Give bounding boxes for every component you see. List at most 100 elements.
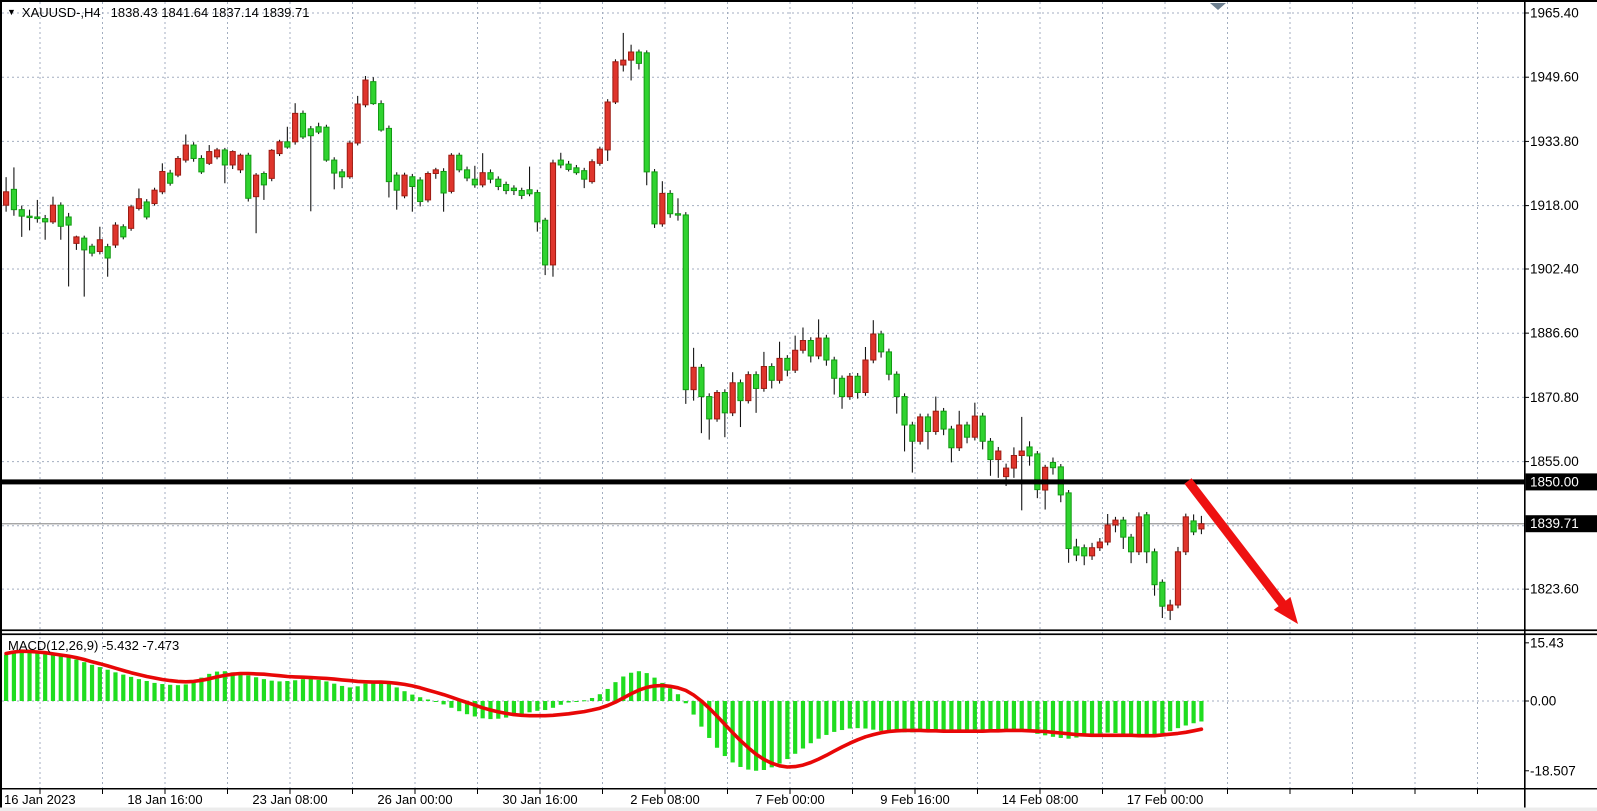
macd-axis-label[interactable]: 15.43 xyxy=(1530,635,1564,650)
macd-histogram-bar xyxy=(691,701,696,715)
candle-body xyxy=(440,170,447,194)
macd-histogram-bar xyxy=(808,701,813,744)
time-axis-label[interactable]: 7 Feb 00:00 xyxy=(755,792,824,807)
macd-histogram-bar xyxy=(847,701,852,729)
candle-body xyxy=(635,51,643,64)
candle-body xyxy=(284,141,291,148)
candle-body xyxy=(393,174,400,191)
time-axis-label[interactable]: 2 Feb 08:00 xyxy=(630,792,699,807)
candle-body xyxy=(1104,524,1111,543)
candle-body xyxy=(963,424,971,438)
macd-histogram-bar xyxy=(464,701,470,715)
macd-histogram-bar xyxy=(871,701,876,730)
candle-body xyxy=(651,171,658,225)
trend-arrow-shaft[interactable] xyxy=(1184,478,1290,611)
candle-body xyxy=(10,188,18,211)
macd-histogram-bar xyxy=(941,701,946,732)
macd-histogram-bar xyxy=(1089,701,1095,735)
axis-price-marker xyxy=(1525,515,1597,533)
candle-body xyxy=(846,375,853,398)
candle-body xyxy=(128,206,135,229)
candle-body xyxy=(682,214,689,391)
macd-histogram-bar xyxy=(308,678,313,701)
candle-body xyxy=(42,218,49,223)
candle-body xyxy=(237,154,244,171)
macd-histogram-bar xyxy=(988,701,993,731)
macd-histogram-bar xyxy=(402,691,407,701)
candle-body xyxy=(260,173,268,186)
price-axis-label[interactable]: 1902.40 xyxy=(1530,261,1579,276)
chart-shift-marker-icon[interactable] xyxy=(1210,3,1226,10)
price-axis-label[interactable]: 1855.00 xyxy=(1530,454,1579,469)
macd-params: MACD(12,26,9) xyxy=(8,638,99,653)
candle-body xyxy=(1182,516,1189,553)
macd-histogram-bar xyxy=(527,701,532,713)
price-axis-label[interactable]: 1933.80 xyxy=(1530,134,1579,149)
macd-histogram-bar xyxy=(1199,701,1204,722)
macd-histogram-bar xyxy=(1035,701,1040,734)
macd-histogram-bar xyxy=(1168,701,1173,732)
candle-body xyxy=(112,224,119,246)
candle-body xyxy=(479,172,486,186)
candle-body xyxy=(917,416,924,442)
price-axis-label[interactable]: 1886.60 xyxy=(1530,326,1579,341)
macd-histogram-bar xyxy=(511,701,517,717)
candle-body xyxy=(167,172,174,184)
candle-body xyxy=(143,201,150,218)
price-axis-label[interactable]: 1918.00 xyxy=(1530,198,1579,213)
time-axis-label[interactable]: 17 Feb 00:00 xyxy=(1127,792,1204,807)
time-axis-label[interactable]: 14 Feb 08:00 xyxy=(1002,792,1079,807)
macd-histogram-bar xyxy=(191,682,196,701)
candle-body xyxy=(729,382,736,414)
time-axis-label[interactable]: 9 Feb 16:00 xyxy=(880,792,949,807)
time-axis-label[interactable]: 18 Jan 16:00 xyxy=(127,792,202,807)
bottom-edge-strip xyxy=(0,807,1597,811)
candle-body xyxy=(870,333,877,361)
macd-histogram-bar xyxy=(1097,701,1102,734)
price-axis-label[interactable]: 1870.80 xyxy=(1530,390,1579,405)
macd-histogram-bar xyxy=(574,701,579,702)
macd-histogram-bar xyxy=(816,701,821,739)
time-axis-label[interactable]: 16 Jan 2023 xyxy=(4,792,76,807)
macd-histogram-bar xyxy=(4,654,9,701)
price-axis-label[interactable]: 1823.60 xyxy=(1530,582,1579,597)
candle-body xyxy=(362,79,369,106)
macd-histogram-bar xyxy=(629,672,634,701)
candle-body xyxy=(57,204,64,227)
price-axis-line[interactable] xyxy=(1524,0,1526,811)
candle-body xyxy=(190,144,197,159)
price-axis-label[interactable]: 1965.40 xyxy=(1530,6,1579,21)
trend-arrow-head-icon[interactable] xyxy=(1273,596,1298,624)
macd-histogram-bar xyxy=(89,664,95,701)
macd-axis-label[interactable]: 0.00 xyxy=(1530,694,1556,709)
axis-price-marker-label: 1850.00 xyxy=(1530,474,1579,489)
candle-body xyxy=(315,126,322,133)
price-axis-label[interactable]: 1949.60 xyxy=(1530,70,1579,85)
macd-histogram-bar xyxy=(855,701,860,729)
candle-body xyxy=(409,176,416,188)
candle-body xyxy=(34,216,41,220)
time-axis-label[interactable]: 23 Jan 08:00 xyxy=(252,792,327,807)
macd-axis-label[interactable]: -18.507 xyxy=(1530,763,1576,778)
macd-histogram-bar xyxy=(136,679,142,701)
candle-body xyxy=(862,359,869,394)
macd-histogram-bar xyxy=(597,694,602,701)
macd-histogram-bar xyxy=(1004,701,1009,730)
candle-body xyxy=(620,59,627,66)
macd-histogram-bar xyxy=(1011,701,1017,731)
macd-histogram-bar xyxy=(761,701,767,770)
candle-body xyxy=(557,159,564,166)
time-axis-label[interactable]: 30 Jan 16:00 xyxy=(502,792,577,807)
macd-histogram-bar xyxy=(160,684,165,701)
collapse-triangle-icon[interactable]: ▼ xyxy=(7,6,16,17)
macd-separator-top xyxy=(0,629,1597,632)
macd-histogram-bar xyxy=(566,701,571,703)
candle-body xyxy=(88,245,96,254)
macd-histogram-bar xyxy=(683,701,688,704)
macd-histogram-bar xyxy=(355,686,360,701)
candle-body xyxy=(1135,516,1143,553)
macd-histogram-bar xyxy=(394,687,399,701)
candle-body xyxy=(838,377,846,398)
time-axis-label[interactable]: 26 Jan 00:00 xyxy=(377,792,452,807)
